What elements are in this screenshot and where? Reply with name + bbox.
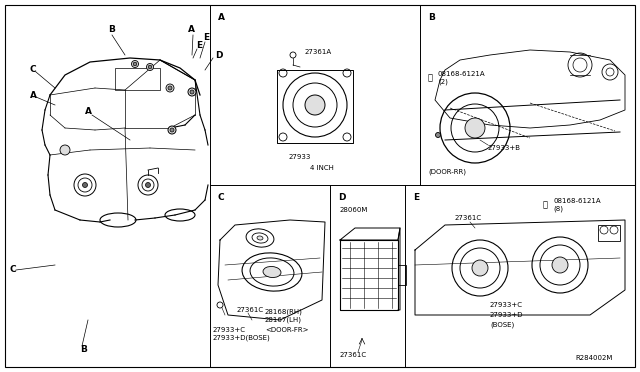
Circle shape [166,84,174,92]
Circle shape [60,145,70,155]
Text: A: A [218,13,225,22]
Circle shape [147,64,154,71]
Text: 08168-6121A
(2): 08168-6121A (2) [438,71,486,85]
Circle shape [133,62,137,66]
Text: E: E [196,41,202,49]
Circle shape [168,86,172,90]
Text: 27933+C: 27933+C [213,327,246,333]
Text: (DOOR-RR): (DOOR-RR) [428,169,466,175]
Text: 4 INCH: 4 INCH [310,165,334,171]
Text: 28167(LH): 28167(LH) [265,317,302,323]
Circle shape [190,90,194,94]
Circle shape [168,126,176,134]
Text: B: B [428,13,435,22]
Text: C: C [218,193,225,202]
Circle shape [552,257,568,273]
Circle shape [83,183,88,187]
Text: 28168(RH): 28168(RH) [265,309,303,315]
Ellipse shape [257,236,263,240]
Text: 27361C: 27361C [455,215,482,221]
Bar [115,68,160,90]
Circle shape [465,118,485,138]
Text: D: D [338,193,346,202]
Text: B: B [108,26,115,35]
Text: C: C [10,266,17,275]
Text: C: C [30,65,36,74]
Bar [598,225,620,241]
Text: 28060M: 28060M [340,207,369,213]
Text: 27933+D(BOSE): 27933+D(BOSE) [213,335,271,341]
Text: R284002M: R284002M [575,355,612,361]
Circle shape [131,61,138,67]
Text: E: E [413,193,419,202]
Text: (BOSE): (BOSE) [490,322,515,328]
Bar [398,265,406,285]
Text: A: A [85,108,92,116]
Text: A: A [188,26,195,35]
Text: 27361A: 27361A [305,49,332,55]
Text: Ⓢ: Ⓢ [543,201,548,209]
Circle shape [188,88,196,96]
Text: A: A [30,90,37,99]
Text: <DOOR-FR>: <DOOR-FR> [265,327,308,333]
Circle shape [305,95,325,115]
Text: 27933: 27933 [289,154,311,160]
Circle shape [472,260,488,276]
Text: Ⓢ: Ⓢ [428,74,433,83]
Circle shape [435,132,440,138]
Text: E: E [203,33,209,42]
Circle shape [170,128,174,132]
Text: B: B [80,346,87,355]
Circle shape [145,183,150,187]
Text: 27361C: 27361C [340,352,367,358]
Circle shape [148,65,152,69]
Text: D: D [215,51,223,60]
Ellipse shape [263,266,281,278]
Text: 08168-6121A
(8): 08168-6121A (8) [553,198,600,212]
Text: 27933+B: 27933+B [488,145,521,151]
Text: 27933+D: 27933+D [490,312,524,318]
Text: 27933+C: 27933+C [490,302,523,308]
Text: 27361C: 27361C [237,307,264,313]
